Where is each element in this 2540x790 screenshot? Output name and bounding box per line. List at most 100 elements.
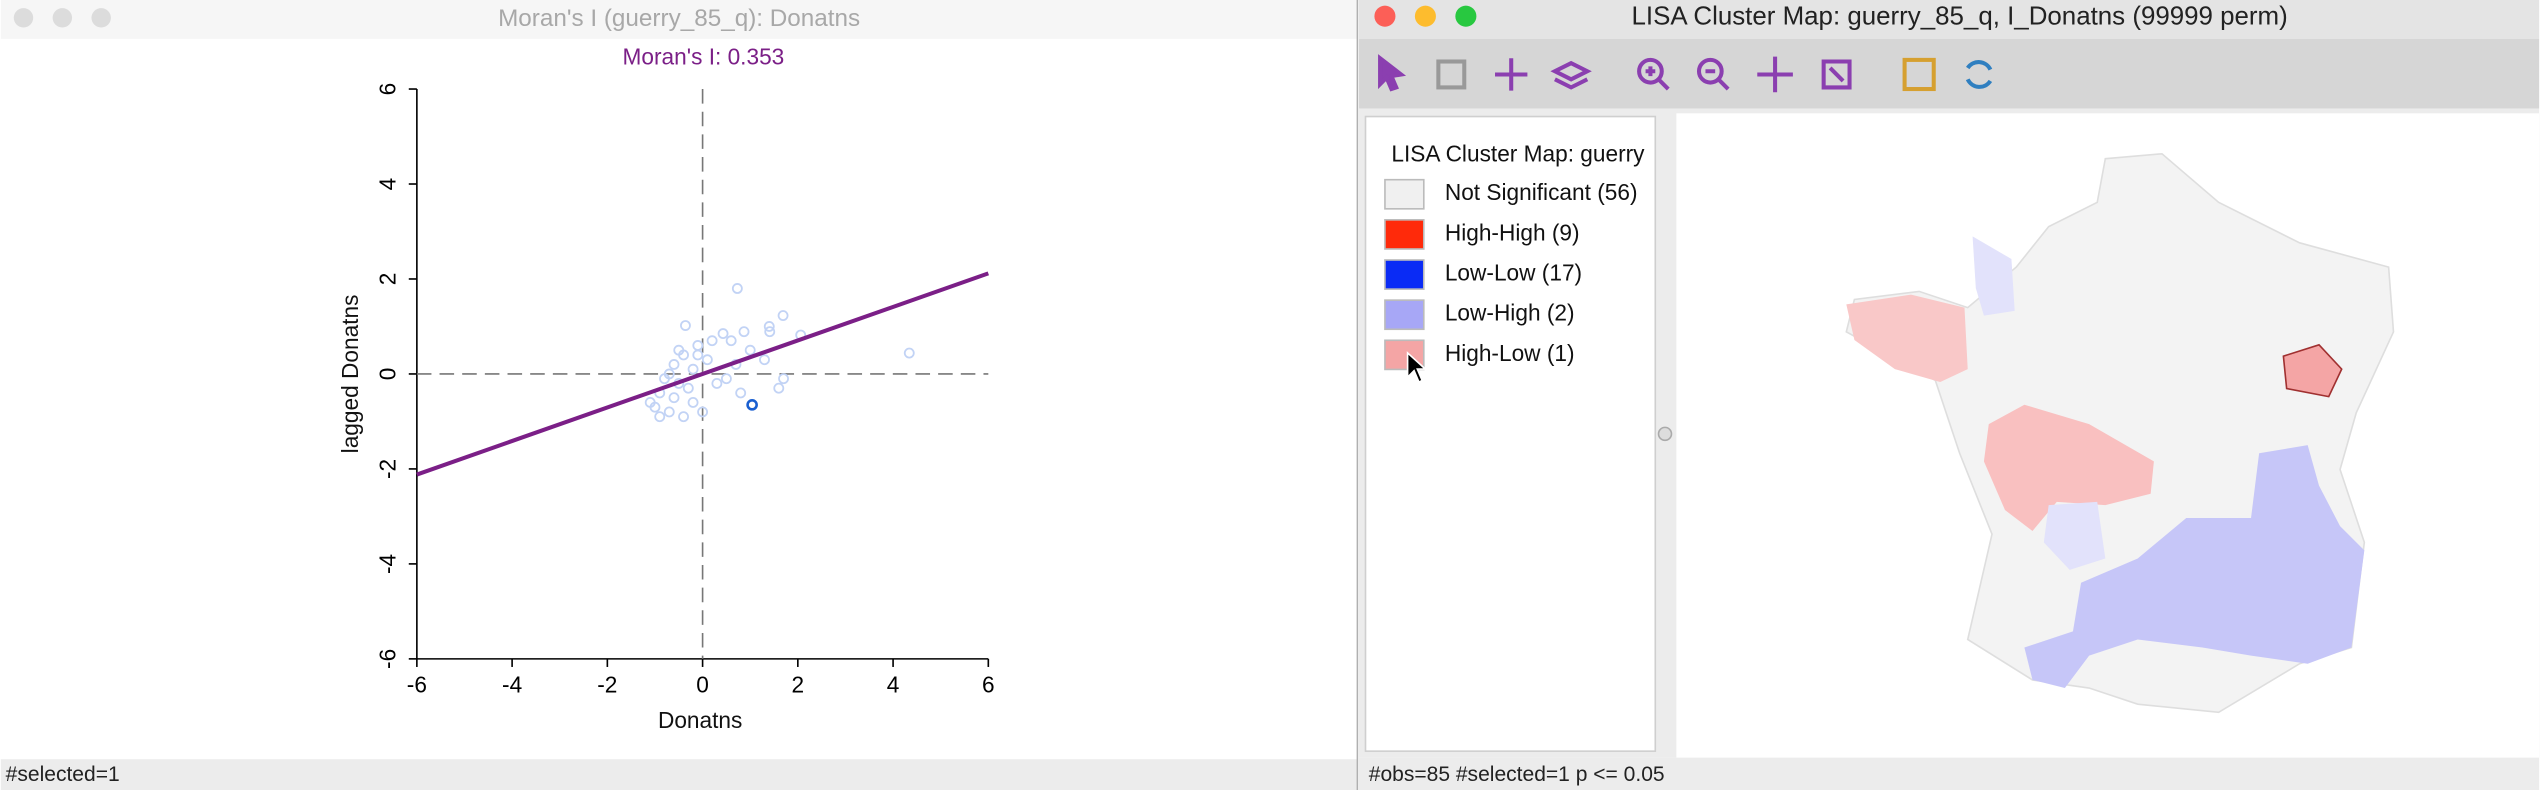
y-tick-label: 6 bbox=[374, 83, 400, 96]
point bbox=[720, 373, 732, 385]
point bbox=[682, 382, 694, 394]
point bbox=[738, 326, 750, 338]
select-tool[interactable] bbox=[1378, 54, 1407, 92]
minimize-button[interactable] bbox=[52, 8, 73, 28]
y-tick-label: 4 bbox=[374, 178, 400, 191]
layers-tool[interactable] bbox=[1550, 60, 1592, 90]
point bbox=[744, 344, 756, 356]
toolbar bbox=[1359, 38, 2540, 109]
legend-label: High-High (9) bbox=[1445, 219, 1580, 245]
refresh-tool[interactable] bbox=[1965, 60, 1993, 89]
point bbox=[644, 397, 656, 408]
point bbox=[663, 368, 675, 380]
point bbox=[668, 392, 680, 404]
point bbox=[692, 349, 704, 361]
x-tick-label: -4 bbox=[502, 671, 522, 697]
mouse-cursor bbox=[1406, 351, 1428, 384]
legend-swatch bbox=[1384, 178, 1425, 210]
point bbox=[687, 397, 699, 408]
point bbox=[673, 344, 685, 356]
low-high-area bbox=[2043, 501, 2106, 570]
point bbox=[717, 328, 729, 340]
selection-tool[interactable] bbox=[1436, 59, 1467, 90]
splitter-handle[interactable] bbox=[1657, 426, 1673, 442]
zoom-out-tool[interactable] bbox=[1696, 57, 1724, 85]
x-tick-label: 0 bbox=[696, 671, 709, 697]
x-tick-label: -2 bbox=[597, 671, 617, 697]
y-tick-label: 0 bbox=[374, 368, 400, 381]
zoom-in-tool[interactable] bbox=[1637, 57, 1664, 85]
chart-title: Moran's I: 0.353 bbox=[623, 43, 785, 69]
window-title: Moran's I (guerry_85_q): Donatns bbox=[498, 5, 860, 32]
point bbox=[735, 387, 747, 399]
point bbox=[778, 373, 789, 385]
legend-panel bbox=[1364, 115, 1657, 752]
x-tick-label: 4 bbox=[887, 671, 900, 697]
legend-label: Low-Low (17) bbox=[1445, 260, 1582, 286]
point bbox=[701, 354, 713, 366]
legend-swatch bbox=[1384, 219, 1425, 250]
close-button[interactable] bbox=[1374, 5, 1396, 27]
y-tick-label: -4 bbox=[374, 554, 400, 574]
point bbox=[725, 335, 737, 347]
x-tick-label: 6 bbox=[982, 671, 995, 697]
pan-tool[interactable] bbox=[1757, 56, 1793, 93]
point bbox=[687, 363, 699, 375]
y-tick-label: -2 bbox=[374, 459, 400, 479]
close-button[interactable] bbox=[13, 8, 34, 28]
legend-label: Not Significant (56) bbox=[1445, 179, 1638, 205]
zoom-button[interactable] bbox=[1455, 5, 1477, 27]
point bbox=[663, 406, 675, 418]
point bbox=[759, 354, 770, 366]
point bbox=[773, 382, 785, 394]
minimize-button[interactable] bbox=[1414, 5, 1436, 27]
add-tool[interactable] bbox=[1495, 58, 1528, 91]
status-bar bbox=[1359, 757, 2540, 790]
point bbox=[678, 411, 689, 423]
status-text: #selected=1 bbox=[6, 763, 120, 786]
scatter-plot: Moran's I: 0.353 Donatns lagged Donatns … bbox=[337, 43, 995, 733]
point bbox=[668, 359, 680, 370]
x-axis-label: Donatns bbox=[658, 707, 742, 733]
x-tick-label: 2 bbox=[792, 671, 805, 697]
point bbox=[777, 310, 789, 321]
point bbox=[763, 321, 775, 332]
legend-label: High-Low (1) bbox=[1445, 340, 1575, 366]
legend-title: LISA Cluster Map: guerry bbox=[1391, 140, 1645, 166]
fit-tool[interactable] bbox=[1821, 59, 1852, 90]
selected-point bbox=[746, 398, 758, 411]
y-tick-label: -6 bbox=[374, 649, 400, 669]
regression-line bbox=[416, 271, 989, 477]
right-title-bar bbox=[1359, 0, 2540, 39]
point bbox=[654, 411, 666, 423]
point bbox=[706, 335, 718, 347]
low-low-area bbox=[2024, 445, 2365, 689]
basemap-tool[interactable] bbox=[1902, 57, 1936, 92]
map bbox=[1845, 152, 2395, 714]
left-title-bar bbox=[0, 0, 1358, 39]
point bbox=[903, 347, 915, 359]
point bbox=[764, 326, 776, 338]
point bbox=[680, 320, 691, 331]
high-low-area bbox=[1846, 294, 1968, 383]
zoom-button[interactable] bbox=[91, 8, 111, 28]
window-title: LISA Cluster Map: guerry_85_q, I_Donatns… bbox=[1631, 3, 2287, 31]
x-tick-label: -6 bbox=[407, 671, 427, 697]
high-low-area bbox=[2282, 343, 2343, 398]
status-text: #obs=85 #selected=1 p <= 0.05 bbox=[1369, 763, 1665, 786]
y-tick-label: 2 bbox=[374, 273, 400, 286]
legend-label: Low-High (2) bbox=[1445, 300, 1575, 326]
point bbox=[697, 406, 709, 418]
legend: Not Significant (56) High-High (9) Low-Low… bbox=[1384, 178, 1638, 371]
high-low-area bbox=[1983, 404, 2154, 531]
point bbox=[711, 378, 723, 389]
low-high-area bbox=[1972, 236, 2015, 316]
toolbar-icons bbox=[1378, 54, 1993, 93]
left-window bbox=[0, 0, 1358, 790]
legend-swatch bbox=[1384, 259, 1425, 290]
point bbox=[731, 283, 743, 294]
status-bar bbox=[0, 759, 1358, 790]
legend-swatch bbox=[1384, 299, 1425, 331]
